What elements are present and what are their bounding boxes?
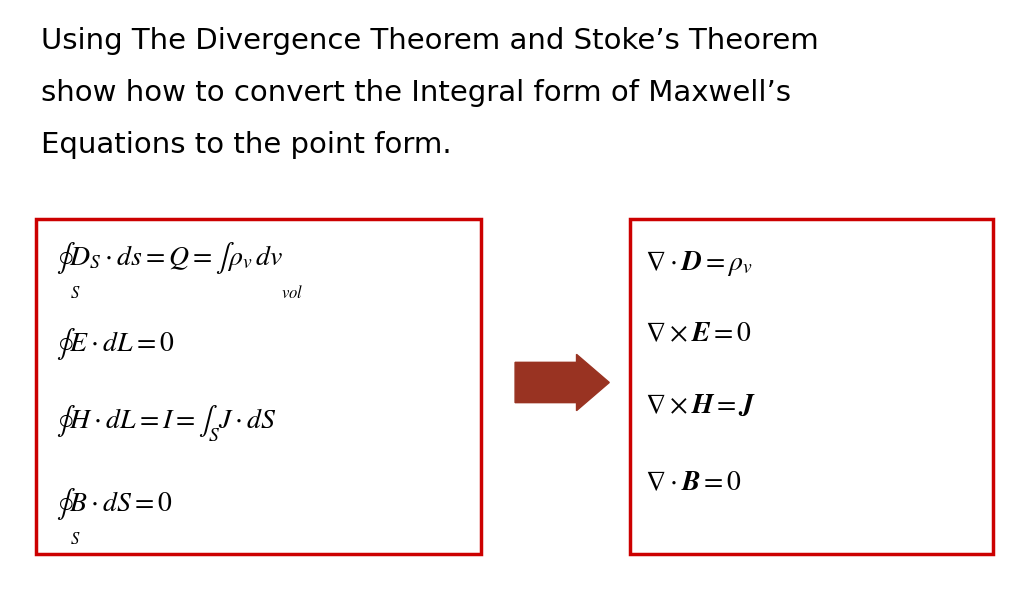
Text: $vol$: $vol$ [281, 285, 303, 302]
Text: Using The Divergence Theorem and Stoke’s Theorem: Using The Divergence Theorem and Stoke’s… [41, 27, 819, 55]
Text: $S$: $S$ [70, 531, 80, 548]
Text: $\nabla \times \boldsymbol{H} = \boldsymbol{J}$: $\nabla \times \boldsymbol{H} = \boldsym… [645, 394, 757, 419]
Text: $\oint B \cdot dS = 0$: $\oint B \cdot dS = 0$ [56, 486, 173, 522]
Text: $\oint H \cdot dL = I = \int_S J \cdot dS$: $\oint H \cdot dL = I = \int_S J \cdot d… [56, 404, 278, 444]
Text: show how to convert the Integral form of Maxwell’s: show how to convert the Integral form of… [41, 79, 791, 107]
Text: $\oint D_S \cdot ds = Q = \int \rho_v \, dv$: $\oint D_S \cdot ds = Q = \int \rho_v \,… [56, 240, 284, 276]
Bar [630, 219, 993, 554]
Text: $\oint E \cdot dL = 0$: $\oint E \cdot dL = 0$ [56, 326, 174, 362]
Text: $S$: $S$ [70, 285, 80, 302]
Text: $\nabla \cdot \boldsymbol{D} = \rho_v$: $\nabla \cdot \boldsymbol{D} = \rho_v$ [645, 250, 753, 278]
FancyArrow shape [515, 355, 609, 410]
Text: $\nabla \times \boldsymbol{E} = 0$: $\nabla \times \boldsymbol{E} = 0$ [645, 323, 752, 347]
Text: Equations to the point form.: Equations to the point form. [41, 131, 452, 159]
Bar [36, 219, 481, 554]
Text: $\nabla \cdot \boldsymbol{B} = 0$: $\nabla \cdot \boldsymbol{B} = 0$ [645, 471, 742, 496]
